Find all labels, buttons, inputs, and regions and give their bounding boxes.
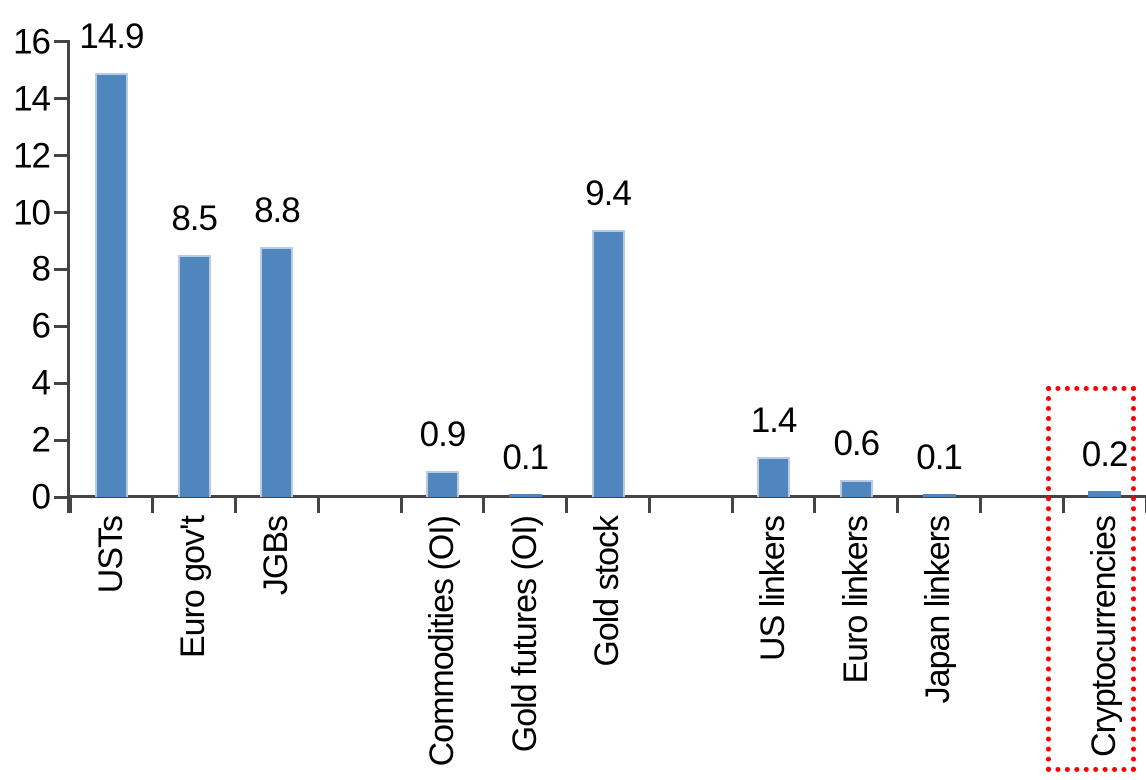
category-label: Gold stock xyxy=(588,516,627,667)
bar xyxy=(757,457,791,497)
x-tick xyxy=(730,497,734,513)
category-axis-labels: USTs Euro gov't JGBs Commodities (OI) Gold f… xyxy=(70,516,1146,780)
y-tick xyxy=(54,154,70,158)
category-slot: USTs xyxy=(70,516,153,593)
bar xyxy=(260,247,294,497)
bar xyxy=(425,471,459,497)
x-tick xyxy=(316,497,320,513)
value-label: 8.8 xyxy=(254,191,301,230)
category-label: Japan linkers xyxy=(919,516,958,704)
category-slot: Gold stock xyxy=(567,516,650,667)
category-slot: Commodities (OI) xyxy=(401,516,484,766)
y-tick-label: 0 xyxy=(31,477,51,517)
y-tick-label: 2 xyxy=(31,420,51,460)
x-tick xyxy=(647,497,651,513)
x-tick xyxy=(896,497,900,513)
bar xyxy=(839,480,873,497)
bar xyxy=(177,255,211,497)
bar xyxy=(1088,491,1122,497)
y-tick-label: 16 xyxy=(13,22,51,62)
y-tick xyxy=(54,438,70,442)
value-label: 14.9 xyxy=(79,17,144,56)
category-label: Euro linkers xyxy=(836,516,875,684)
x-tick xyxy=(234,497,238,513)
category-slot: JGBs xyxy=(236,516,319,595)
x-tick xyxy=(565,497,569,513)
x-tick xyxy=(482,497,486,513)
highlight-box-cryptocurrencies xyxy=(1046,386,1136,772)
y-tick xyxy=(54,97,70,101)
y-tick-label: 14 xyxy=(13,79,51,119)
category-label: JGBs xyxy=(257,516,296,596)
category-slot: Euro linkers xyxy=(815,516,898,684)
bar xyxy=(591,230,625,497)
y-tick-label: 12 xyxy=(13,136,51,176)
y-tick-label: 6 xyxy=(31,306,51,346)
category-label: Gold futures (OI) xyxy=(505,516,544,753)
y-tick xyxy=(54,211,70,215)
value-label: 0.6 xyxy=(833,424,880,463)
x-tick xyxy=(1061,497,1065,513)
value-label: 0.9 xyxy=(419,415,467,454)
x-tick xyxy=(1144,497,1146,513)
value-label: 1.4 xyxy=(750,401,798,440)
value-label: 0.1 xyxy=(502,438,549,477)
x-tick xyxy=(399,497,403,513)
category-label: USTs xyxy=(91,516,130,594)
category-label: Commodities (OI) xyxy=(422,516,461,767)
bar xyxy=(922,494,956,497)
category-label: US linkers xyxy=(753,516,792,661)
category-slot: Euro gov't xyxy=(153,516,236,658)
y-axis-line xyxy=(67,40,70,513)
x-tick xyxy=(978,497,982,513)
value-label: 0.1 xyxy=(916,438,963,477)
bar xyxy=(94,73,128,497)
bar xyxy=(508,494,542,497)
value-label: 8.5 xyxy=(171,199,218,238)
x-tick xyxy=(151,497,155,513)
category-slot: Gold futures (OI) xyxy=(484,516,567,752)
y-tick xyxy=(54,267,70,271)
x-tick xyxy=(68,497,72,513)
y-tick xyxy=(54,324,70,328)
value-label: 0.2 xyxy=(1081,435,1129,474)
y-tick-label: 4 xyxy=(31,363,51,403)
category-slot: Japan linkers xyxy=(898,516,981,703)
y-tick xyxy=(54,40,70,44)
y-tick-label: 8 xyxy=(31,249,51,289)
y-tick xyxy=(54,495,70,499)
category-slot: US linkers xyxy=(732,516,815,661)
y-tick xyxy=(54,381,70,385)
value-label: 9.4 xyxy=(585,174,632,213)
x-tick xyxy=(813,497,817,513)
category-label: Euro gov't xyxy=(174,516,213,659)
y-tick-label: 10 xyxy=(13,193,51,233)
